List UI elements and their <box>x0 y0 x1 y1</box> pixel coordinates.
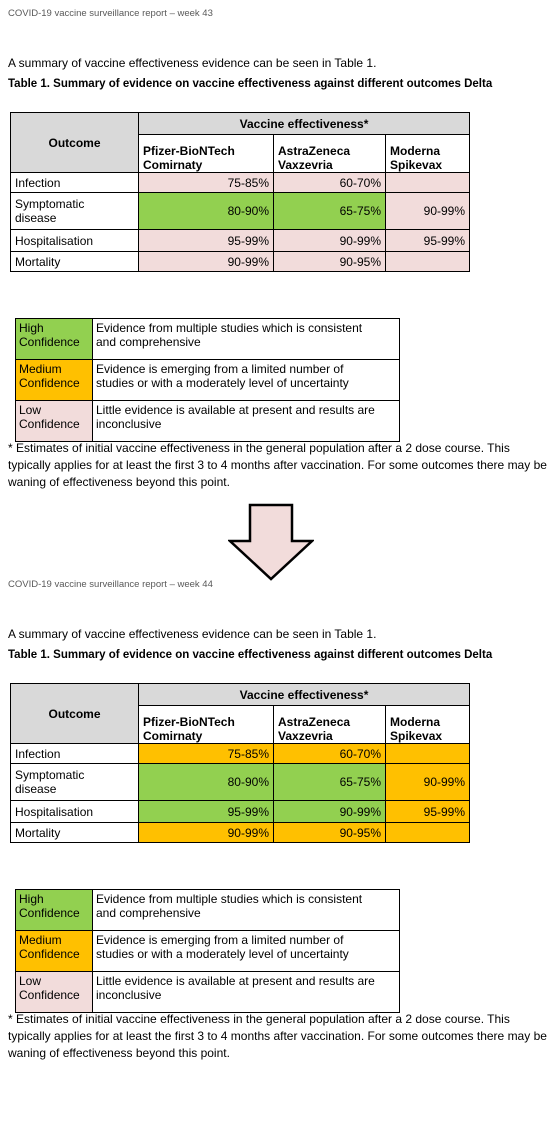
effectiveness-cell: 90-99% <box>384 763 471 801</box>
outcome-header: Outcome <box>10 683 139 744</box>
legend-row: Low Confidence Little evidence is availab… <box>15 971 400 1013</box>
confidence-level: Low Confidence <box>15 971 93 1013</box>
effectiveness-cell: 95-99% <box>138 229 274 252</box>
table-row: Mortality 90-99% 90-95% <box>10 251 471 272</box>
effectiveness-table: Outcome Vaccine effectiveness* Pfizer-BioN… <box>10 112 471 272</box>
confidence-description: Evidence is emerging from a limited numb… <box>92 930 400 972</box>
effectiveness-cell: 90-95% <box>273 251 386 272</box>
group-header: Vaccine effectiveness* <box>137 112 471 135</box>
confidence-level: High Confidence <box>15 889 93 931</box>
table-caption: Table 1. Summary of evidence on vaccine … <box>8 78 493 90</box>
column-header: Pfizer-BioNTech Comirnaty <box>138 705 274 744</box>
effectiveness-cell: 65-75% <box>273 763 386 801</box>
column-header: Moderna Spikevax <box>384 705 471 744</box>
effectiveness-table: Outcome Vaccine effectiveness* Pfizer-BioN… <box>10 683 471 843</box>
effectiveness-cell: 95-99% <box>384 229 471 252</box>
effectiveness-cell: 95-99% <box>138 800 274 823</box>
header-row: Outcome Vaccine effectiveness* <box>10 683 471 744</box>
confidence-description: Evidence from multiple studies which is … <box>92 318 400 360</box>
confidence-level: High Confidence <box>15 318 93 360</box>
header-row: Pfizer-BioNTech Comirnaty AstraZeneca Vax… <box>11 134 471 173</box>
page: {"reports": [ {"header": "COVID-19 vacci… <box>8 8 547 1060</box>
effectiveness-cell: 75-85% <box>138 172 274 193</box>
footnote: * Estimates of initial vaccine effective… <box>8 441 547 489</box>
confidence-level: Medium Confidence <box>15 359 93 401</box>
outcome-label: Hospitalisation <box>10 800 139 823</box>
column-header: Pfizer-BioNTech Comirnaty <box>138 134 274 173</box>
outcome-label: Symptomatic disease <box>10 192 139 230</box>
effectiveness-cell: 80-90% <box>138 763 274 801</box>
effectiveness-cell: 60-70% <box>273 172 386 193</box>
confidence-level: Low Confidence <box>15 400 93 442</box>
legend-row: High Confidence Evidence from multiple st… <box>15 889 400 931</box>
legend-row: High Confidence Evidence from multiple st… <box>15 318 400 360</box>
effectiveness-cell <box>384 172 471 193</box>
confidence-legend: High Confidence Evidence from multiple st… <box>15 318 400 442</box>
outcome-header: Outcome <box>10 112 139 173</box>
footnote: * Estimates of initial vaccine effective… <box>8 1012 547 1060</box>
confidence-description: Little evidence is available at present … <box>92 971 400 1013</box>
table-row: Infection 75-85% 60-70% <box>10 172 471 193</box>
outcome-label: Hospitalisation <box>10 229 139 252</box>
outcome-label: Symptomatic disease <box>10 763 139 801</box>
effectiveness-cell: 90-99% <box>138 822 274 843</box>
report-header: COVID-19 vaccine surveillance report – w… <box>8 8 213 19</box>
effectiveness-cell <box>384 251 471 272</box>
table-row: Symptomatic disease 80-90% 65-75% 90-99% <box>10 192 471 230</box>
legend-row: Low Confidence Little evidence is availab… <box>15 400 400 442</box>
table-row: Infection 75-85% 60-70% <box>10 743 471 764</box>
effectiveness-cell: 90-99% <box>273 229 386 252</box>
effectiveness-cell: 65-75% <box>273 192 386 230</box>
header-row: Outcome Vaccine effectiveness* <box>10 112 471 173</box>
confidence-description: Evidence is emerging from a limited numb… <box>92 359 400 401</box>
effectiveness-cell: 75-85% <box>138 743 274 764</box>
group-header: Vaccine effectiveness* <box>137 683 471 706</box>
confidence-description: Little evidence is available at present … <box>92 400 400 442</box>
confidence-level: Medium Confidence <box>15 930 93 972</box>
effectiveness-cell: 90-99% <box>384 192 471 230</box>
arrow-icon <box>228 503 314 581</box>
effectiveness-cell <box>384 822 471 843</box>
table-caption: Table 1. Summary of evidence on vaccine … <box>8 649 493 661</box>
table-row: Symptomatic disease 80-90% 65-75% 90-99% <box>10 763 471 801</box>
effectiveness-cell: 80-90% <box>138 192 274 230</box>
column-header: AstraZeneca Vaxzevria <box>273 705 386 744</box>
legend-row: Medium Confidence Evidence is emerging fr… <box>15 359 400 401</box>
effectiveness-cell: 95-99% <box>384 800 471 823</box>
effectiveness-cell: 90-95% <box>273 822 386 843</box>
column-header: AstraZeneca Vaxzevria <box>273 134 386 173</box>
table-row: Hospitalisation 95-99% 90-99% 95-99% <box>10 229 471 252</box>
table-row: Mortality 90-99% 90-95% <box>10 822 471 843</box>
report-header: COVID-19 vaccine surveillance report – w… <box>8 579 213 590</box>
intro-text: A summary of vaccine effectiveness evide… <box>8 627 377 641</box>
table-row: Hospitalisation 95-99% 90-99% 95-99% <box>10 800 471 823</box>
effectiveness-cell: 90-99% <box>138 251 274 272</box>
effectiveness-cell: 90-99% <box>273 800 386 823</box>
legend-row: Medium Confidence Evidence is emerging fr… <box>15 930 400 972</box>
report-section: COVID-19 vaccine surveillance report – w… <box>8 8 547 489</box>
outcome-label: Mortality <box>10 251 139 272</box>
outcome-label: Mortality <box>10 822 139 843</box>
intro-text: A summary of vaccine effectiveness evide… <box>8 56 377 70</box>
effectiveness-cell: 60-70% <box>273 743 386 764</box>
report-section: COVID-19 vaccine surveillance report – w… <box>0 571 555 1142</box>
outcome-label: Infection <box>10 743 139 764</box>
effectiveness-cell <box>384 743 471 764</box>
outcome-label: Infection <box>10 172 139 193</box>
confidence-description: Evidence from multiple studies which is … <box>92 889 400 931</box>
column-header: Moderna Spikevax <box>384 134 471 173</box>
confidence-legend: High Confidence Evidence from multiple st… <box>15 889 400 1013</box>
